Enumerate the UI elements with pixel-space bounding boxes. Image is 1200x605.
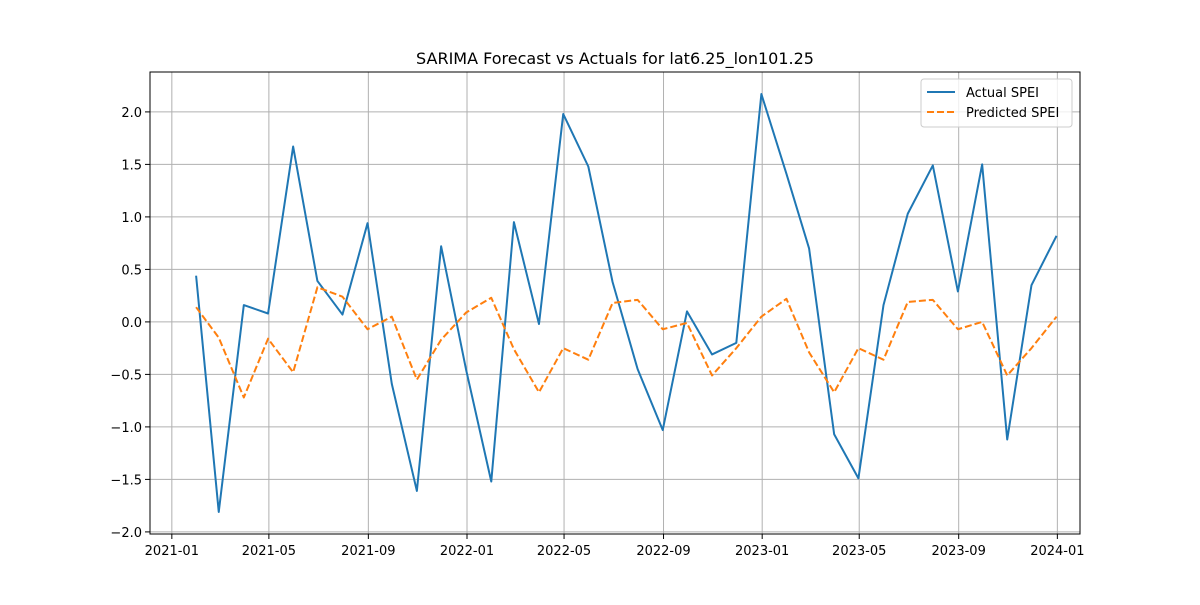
series-line-0	[195, 93, 1058, 513]
x-tick-label: 2024-01	[1030, 544, 1084, 559]
legend-box	[920, 78, 1073, 128]
y-tick-label: 1.5	[121, 158, 142, 173]
x-tick-label: 2023-09	[932, 544, 986, 559]
y-tick-label: 0.5	[121, 263, 142, 278]
x-tick-label: 2022-09	[636, 544, 690, 559]
series-layer	[195, 93, 1058, 513]
series-line-1	[195, 286, 1058, 399]
grid	[150, 72, 1080, 534]
legend-label-1: Predicted SPEI	[966, 106, 1059, 121]
x-tick-label: 2022-01	[440, 544, 494, 559]
y-tick-label: 2.0	[121, 106, 142, 121]
x-tick-label: 2023-01	[735, 544, 789, 559]
legend: Actual SPEI Predicted SPEI	[920, 78, 1073, 128]
x-tick-label: 2022-05	[537, 544, 591, 559]
y-tick-label: −1.0	[110, 421, 142, 436]
y-tick-label: −2.0	[110, 526, 142, 541]
axes: 2021-01 2021-05 2021-09 2022-01 2022-05 2022-…	[110, 106, 1084, 559]
plot-frame	[149, 71, 1081, 535]
x-tick-label: 2021-05	[242, 544, 296, 559]
x-tick-label: 2023-05	[832, 544, 886, 559]
x-tick-label: 2021-01	[145, 544, 199, 559]
y-tick-label: −0.5	[110, 368, 142, 383]
chart-title: SARIMA Forecast vs Actuals for lat6.25_l…	[416, 49, 814, 69]
legend-label-0: Actual SPEI	[966, 86, 1039, 101]
y-tick-label: 0.0	[121, 316, 142, 331]
x-tick-label: 2021-09	[341, 544, 395, 559]
y-tick-label: −1.5	[110, 473, 142, 488]
y-tick-label: 1.0	[121, 211, 142, 226]
